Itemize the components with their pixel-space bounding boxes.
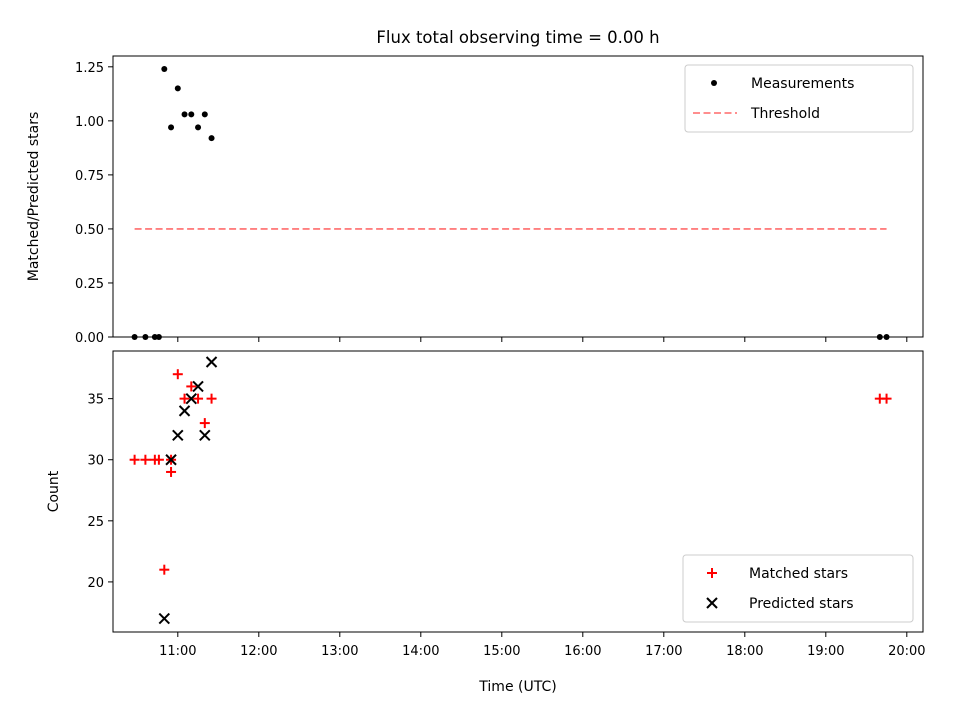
x-b: [158, 612, 171, 625]
legend-label: Matched stars: [749, 566, 848, 582]
measurements-point: [131, 334, 138, 340]
measurements-point: [168, 124, 175, 131]
matched-stars-point: [166, 466, 177, 477]
x-b: [192, 380, 204, 393]
axes-frame: [112, 350, 924, 633]
x-tick-label: 16:00: [564, 644, 601, 659]
measurements-point: [161, 65, 168, 72]
y-tick-label: 25: [87, 515, 104, 530]
legend-matched-stars-swatch: [707, 568, 717, 578]
legend: Matched stars Predicted stars: [682, 554, 914, 623]
predicted-stars-point: [192, 380, 204, 393]
matched-stars-point: [193, 393, 204, 404]
x-b: [199, 429, 211, 442]
y-axis-label: Matched/Predicted stars: [26, 112, 42, 282]
y-tick-label: 0.00: [75, 331, 104, 346]
matched-stars-point: [199, 418, 210, 429]
measurements-point: [201, 111, 208, 118]
x-b: [178, 405, 191, 417]
legend-predicted-stars-swatch: [706, 597, 718, 609]
y-tick-label: 0.75: [75, 169, 104, 184]
x-b: [706, 597, 718, 609]
x-tick-label: 12:00: [240, 644, 277, 659]
y-tick-label: 0.50: [75, 223, 104, 238]
legend-label: Measurements: [751, 76, 854, 92]
measurements-point: [155, 334, 162, 340]
bottom-panel: 11:00 12:00 13:00 14:00 15:00 16:00 17:00 18:00…: [46, 350, 926, 695]
measurements-point: [195, 124, 202, 131]
legend-box: [682, 554, 914, 623]
legend-measurements-swatch: [711, 80, 717, 86]
x-b: [185, 392, 198, 405]
matched-stars-point: [129, 454, 140, 465]
x-axis-label: Time (UTC): [478, 679, 556, 695]
measurements-point: [174, 85, 181, 92]
top-panel: 0.00 0.25 0.50 0.75 1.00 1.25 Matched/Predicte…: [26, 28, 924, 346]
matched-stars-point: [140, 454, 151, 465]
x-tick-label: 19:00: [807, 644, 844, 659]
measurements-point: [208, 135, 215, 142]
measurements-point: [876, 334, 883, 340]
matched-stars-point: [881, 393, 892, 404]
axes-frame: [112, 55, 924, 338]
x-tick-label: 20:00: [888, 644, 925, 659]
x-b: [172, 429, 184, 442]
predicted-stars-point: [158, 612, 171, 625]
matched-stars-point: [186, 381, 197, 392]
x-tick-label: 11:00: [159, 644, 196, 659]
predicted-stars-point: [199, 429, 211, 442]
y-tick-label: 1.00: [75, 115, 104, 130]
x-tick-label: 13:00: [321, 644, 358, 659]
legend-label: Threshold: [750, 106, 820, 122]
matched-stars-point: [172, 369, 183, 380]
legend-box: [684, 64, 914, 133]
predicted-stars-point: [165, 454, 177, 466]
x-tick-label: 14:00: [402, 644, 439, 659]
measurements-point: [181, 111, 188, 118]
x-b: [205, 356, 218, 368]
predicted-stars-point: [172, 429, 184, 442]
legend-label: Predicted stars: [749, 596, 854, 612]
measurements-point: [142, 334, 149, 340]
y-axis-label: Count: [46, 470, 62, 512]
x-tick-label: 15:00: [483, 644, 520, 659]
matched-stars-point: [179, 393, 190, 404]
matched-stars-point: [206, 393, 217, 404]
x-tick-label: 18:00: [726, 644, 763, 659]
predicted-stars-point: [178, 405, 191, 417]
legend: Measurements Threshold: [684, 64, 914, 133]
matched-stars-point: [153, 454, 164, 465]
y-tick-label: 1.25: [75, 61, 104, 76]
matched-stars-point: [159, 564, 170, 575]
y-tick-label: 35: [87, 393, 104, 408]
chart-title: Flux total observing time = 0.00 h: [376, 28, 659, 47]
predicted-stars-point: [185, 392, 198, 405]
x-b: [165, 454, 177, 466]
measurements-point: [883, 334, 890, 340]
y-tick-label: 20: [87, 576, 104, 591]
y-tick-label: 0.25: [75, 277, 104, 292]
x-tick-label: 17:00: [645, 644, 682, 659]
measurements-point: [188, 111, 195, 118]
y-tick-label: 30: [87, 454, 104, 469]
predicted-stars-point: [205, 356, 218, 368]
